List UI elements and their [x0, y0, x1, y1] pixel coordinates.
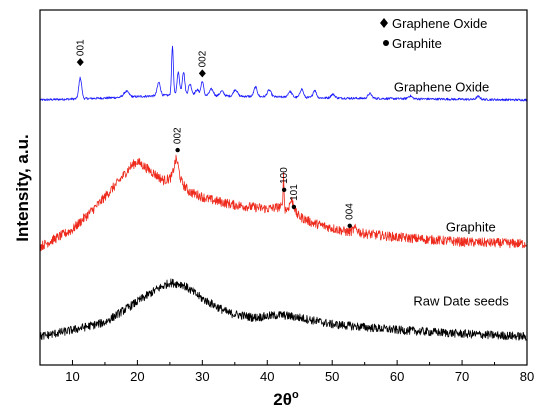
series-label-0: Graphene Oxide — [394, 79, 489, 94]
x-tick-label-5: 60 — [390, 369, 404, 384]
legend: Graphene Oxide Graphite — [380, 16, 487, 51]
y-axis-title: Intensity, a.u. — [13, 134, 32, 241]
peak-label-2: 002 — [173, 127, 184, 144]
peak-marker-1 — [198, 69, 206, 78]
series-label-1: Graphite — [446, 220, 496, 235]
x-axis-title-superscript: o — [292, 389, 299, 401]
peak-label-0: 001 — [75, 39, 86, 56]
series-line-2 — [39, 278, 527, 341]
x-tick-label-3: 40 — [260, 369, 274, 384]
plot-frame — [39, 9, 528, 366]
x-tick-label-4: 50 — [325, 369, 339, 384]
series-layer — [39, 45, 527, 341]
x-tick-label-1: 20 — [130, 369, 144, 384]
peak-label-4: 101 — [289, 184, 300, 201]
legend-diamond-marker — [380, 18, 388, 28]
peak-marker-5 — [347, 223, 352, 229]
legend-graphite-label: Graphite — [392, 36, 442, 51]
peak-marker-4 — [291, 204, 297, 210]
series-label-2: Raw Date seeds — [413, 293, 509, 308]
peak-label-3: 100 — [279, 167, 290, 184]
x-tick-label-2: 30 — [195, 369, 209, 384]
peak-marker-2 — [175, 147, 180, 153]
x-axis-title-main: 2θ — [273, 390, 292, 409]
peak-label-5: 004 — [345, 203, 356, 220]
peak-marker-0 — [76, 58, 84, 67]
legend-graphene-oxide-label: Graphene Oxide — [392, 16, 487, 31]
series-line-1 — [39, 154, 527, 252]
x-tick-label-0: 10 — [65, 369, 79, 384]
peak-marker-3 — [281, 187, 287, 193]
x-tick-label-6: 70 — [455, 369, 469, 384]
x-axis-title: 2θo — [273, 389, 299, 409]
legend-circle-marker — [383, 40, 389, 46]
x-axis-ticks: 10 20 30 40 50 60 70 80 — [39, 360, 534, 384]
peak-label-1: 002 — [197, 50, 208, 67]
series-line-0 — [39, 45, 527, 102]
x-tick-label-7: 80 — [520, 369, 534, 384]
series-label-layer: Graphene Oxide Graphite Raw Date seeds — [394, 79, 509, 308]
